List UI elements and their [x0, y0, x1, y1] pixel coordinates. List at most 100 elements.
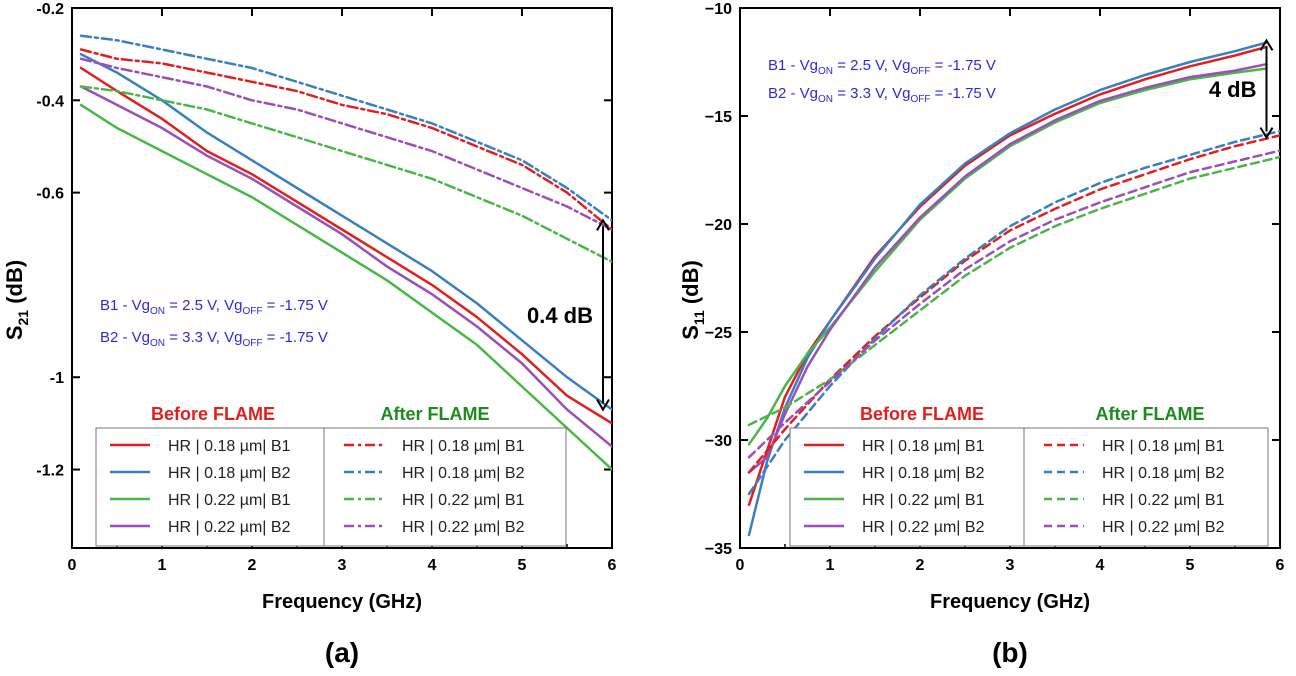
bias-note-on: ON: [818, 94, 833, 105]
legend-entry: HR | 0.22 µm| B1: [402, 492, 525, 509]
bias-note-mid: = 2.5 V, Vg: [833, 57, 910, 74]
series-line-before-3: [747, 62, 1268, 474]
bias-note-prefix: B2 - Vg: [768, 85, 818, 102]
y-axis-label: S11 (dB): [678, 260, 707, 340]
legend-entry: HR | 0.22 µm| B2: [1102, 519, 1225, 536]
y-tick-label: -0.4: [36, 93, 64, 110]
bias-note-suffix: = -1.75 V: [930, 57, 995, 74]
legend-entry: HR | 0.22 µm| B2: [402, 519, 525, 536]
x-tick-label: 6: [1276, 557, 1285, 574]
x-tick-label: 3: [338, 557, 347, 574]
y-tick-label: -1: [50, 370, 64, 387]
bias-note-off: OFF: [242, 338, 262, 349]
series-line-after-7: [747, 149, 1280, 459]
y-axis-label: S21 (dB): [2, 260, 31, 340]
x-tick-label: 6: [608, 557, 617, 574]
bias-note-on: ON: [818, 66, 833, 77]
bias-note: B2 - VgON = 3.3 V, VgOFF = -1.75 V: [100, 329, 328, 349]
y-tick-label: −20: [705, 217, 732, 234]
y-tick-label: -0.6: [36, 186, 64, 203]
bias-note-suffix: = -1.75 V: [262, 297, 327, 314]
series-line-before-0: [747, 45, 1268, 507]
bias-note: B1 - VgON = 2.5 V, VgOFF = -1.75 V: [100, 297, 328, 317]
before-flame-label: Before FLAME: [860, 404, 984, 424]
series-line-before-2: [747, 67, 1268, 446]
x-tick-label: 1: [158, 557, 167, 574]
x-axis-label: Frequency (GHz): [930, 591, 1090, 613]
series-line-after-6: [79, 85, 612, 264]
series-line-before-0: [79, 66, 612, 425]
legend-entry: HR | 0.18 µm| B2: [1102, 465, 1225, 482]
panel-label: (b): [992, 637, 1028, 668]
panel-label: (a): [325, 637, 359, 668]
panel-b-chart: 0 1 2 3 4 5 6 −10 −15 −20 −25 −30 −35 Frequency (GHz)…: [678, 1, 1285, 668]
bias-note-mid: = 3.3 V, Vg: [833, 85, 910, 102]
legend-entry: HR | 0.18 µm| B2: [862, 465, 985, 482]
y-axis-label-sub: 11: [691, 310, 707, 325]
legend-entry: HR | 0.22 µm| B1: [862, 492, 985, 509]
bias-note-mid: = 2.5 V, Vg: [165, 297, 242, 314]
y-tick-label: -1.2: [36, 463, 64, 480]
bias-note: B2 - VgON = 3.3 V, VgOFF = -1.75 V: [768, 85, 996, 105]
series-line-before-1: [747, 41, 1268, 537]
x-tick-label: 0: [736, 557, 745, 574]
x-tick-label: 5: [1186, 557, 1195, 574]
series-group: [79, 34, 612, 471]
y-tick-label: −25: [705, 325, 732, 342]
legend-box: [95, 427, 567, 547]
legend-entry: HR | 0.18 µm| B1: [402, 438, 525, 455]
after-flame-label: After FLAME: [381, 404, 490, 424]
x-tick-label: 1: [826, 557, 835, 574]
series-line-after-7: [79, 57, 612, 231]
series-line-before-2: [79, 103, 612, 471]
y-axis-label-sub: 21: [15, 310, 31, 326]
y-axis-label-main: S: [2, 325, 27, 340]
bias-note: B1 - VgON = 2.5 V, VgOFF = -1.75 V: [768, 57, 996, 77]
series-line-before-1: [79, 52, 612, 411]
dimension-arrow-head-top: [1259, 38, 1274, 51]
x-tick-label: 4: [1096, 557, 1105, 574]
series-line-after-6: [747, 155, 1280, 427]
bias-note-suffix: = -1.75 V: [262, 329, 327, 346]
bias-note-off: OFF: [910, 66, 930, 77]
y-tick-label: -0.2: [36, 1, 64, 18]
legend-entry: HR | 0.22 µm| B2: [862, 519, 985, 536]
x-tick-label: 4: [428, 557, 437, 574]
legend-entry: HR | 0.18 µm| B1: [1102, 438, 1225, 455]
y-tick-label: −35: [705, 541, 732, 558]
series-line-after-5: [79, 34, 612, 222]
y-axis-label-unit: (dB): [678, 260, 703, 310]
bias-note-suffix: = -1.75 V: [930, 85, 995, 102]
y-tick-label: −30: [705, 433, 732, 450]
bias-note-prefix: B2 - Vg: [100, 329, 150, 346]
y-tick-label: −10: [705, 1, 732, 18]
dimension-arrow-head-top: [596, 218, 610, 231]
legend-entry: HR | 0.18 µm| B2: [402, 465, 525, 482]
x-tick-label: 2: [916, 557, 925, 574]
dimension-arrow-head-bottom: [596, 399, 610, 412]
series-line-after-4: [79, 48, 612, 231]
legend-entry: HR | 0.18 µm| B1: [862, 438, 985, 455]
bias-note-prefix: B1 - Vg: [100, 297, 150, 314]
after-flame-label: After FLAME: [1096, 404, 1205, 424]
y-axis-label-unit: (dB): [2, 260, 27, 310]
bias-note-off: OFF: [242, 306, 262, 317]
before-flame-label: Before FLAME: [151, 404, 275, 424]
series-line-before-3: [79, 85, 612, 448]
legend-entry: HR | 0.18 µm| B1: [168, 438, 291, 455]
series-group: [747, 41, 1280, 537]
bias-note-on: ON: [150, 306, 165, 317]
bias-note-off: OFF: [910, 94, 930, 105]
legend-entry: HR | 0.22 µm| B1: [1102, 492, 1225, 509]
bias-note-on: ON: [150, 338, 165, 349]
x-tick-label: 5: [518, 557, 527, 574]
x-axis-label: Frequency (GHz): [262, 591, 422, 613]
x-tick-label: 2: [248, 557, 257, 574]
legend-box: [789, 427, 1269, 547]
legend-entry: HR | 0.18 µm| B2: [168, 465, 291, 482]
dimension-label: 4 dB: [1209, 77, 1257, 102]
legend-entry: HR | 0.22 µm| B1: [168, 492, 291, 509]
dimension-label: 0.4 dB: [527, 303, 593, 328]
x-tick-label: 0: [68, 557, 77, 574]
